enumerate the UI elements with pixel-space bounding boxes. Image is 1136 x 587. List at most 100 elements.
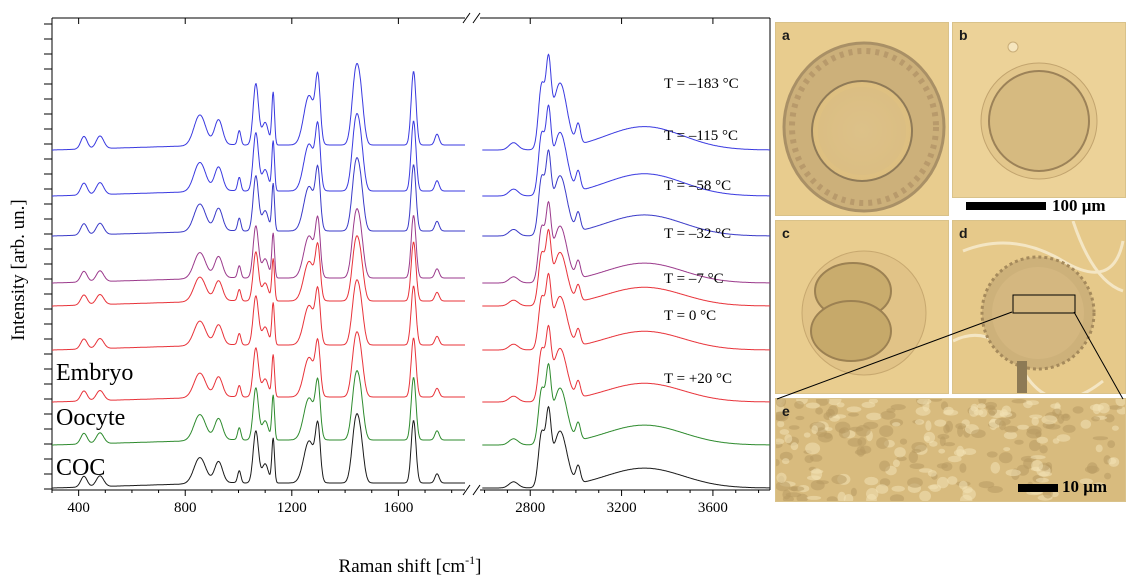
texture-grain xyxy=(796,493,809,501)
texture-grain xyxy=(866,412,882,421)
texture-grain xyxy=(889,494,905,501)
texture-grain xyxy=(863,421,879,430)
panel-label-b: b xyxy=(959,27,968,43)
texture-grain xyxy=(809,454,823,462)
axes: 400 800 1200 1600 2800 3200 3600 xyxy=(44,12,771,516)
series-line-6-left xyxy=(52,157,465,237)
texture-grain xyxy=(1031,416,1039,426)
texture-grain xyxy=(879,460,891,472)
texture-grain xyxy=(847,412,859,417)
series-line-5-left xyxy=(52,208,465,284)
scale-bar-100um xyxy=(966,202,1046,210)
series-line-1-left xyxy=(52,370,465,446)
texture-grain xyxy=(850,487,857,497)
texture-grain xyxy=(1104,414,1115,423)
texture-grain xyxy=(782,458,790,465)
panel-label-a: a xyxy=(782,27,790,43)
series-line-8-right xyxy=(482,53,770,151)
texture-grain xyxy=(892,459,900,468)
texture-grain xyxy=(1072,406,1084,414)
texture-grain xyxy=(990,462,1001,474)
texture-grain xyxy=(998,452,1013,464)
series-line-3-right xyxy=(482,272,770,351)
texture-grain xyxy=(795,415,805,421)
temperature-label: T = –183 °C xyxy=(664,76,739,92)
series-line-5-right xyxy=(482,200,770,284)
texture-grain xyxy=(1014,439,1024,445)
series-label-coc: COC xyxy=(56,455,105,481)
texture-grain xyxy=(782,495,794,501)
micrograph-c-image xyxy=(776,221,948,393)
texture-grain xyxy=(784,434,793,444)
labels-layer: COC Oocyte Embryo T = 0 °C T = –7 °C T = –32 … xyxy=(56,76,739,481)
texture-grain xyxy=(908,451,918,464)
texture-grain xyxy=(1092,436,1109,441)
x-tick-label: 3600 xyxy=(698,500,728,516)
texture-grain xyxy=(866,493,877,501)
texture-grain xyxy=(894,447,906,458)
texture-grain xyxy=(891,485,905,492)
series-line-8-left xyxy=(52,62,465,151)
texture-grain xyxy=(925,420,932,431)
texture-grain xyxy=(794,400,804,409)
texture-grain xyxy=(864,476,879,486)
texture-grain xyxy=(1004,425,1019,433)
temperature-label: T = –58 °C xyxy=(664,178,731,194)
series-line-0-left xyxy=(52,413,465,489)
texture-grain xyxy=(788,486,805,492)
texture-grain xyxy=(886,408,896,413)
micrograph-b-image xyxy=(953,23,1125,197)
texture-grain xyxy=(846,406,862,413)
series-label-embryo: Embryo xyxy=(56,360,133,386)
micrograph-c: c xyxy=(775,220,949,394)
texture-grain xyxy=(805,442,821,455)
texture-grain xyxy=(962,448,977,455)
axis-break-mark xyxy=(472,484,481,496)
texture-grain xyxy=(1029,414,1043,419)
texture-grain xyxy=(776,411,787,421)
texture-grain xyxy=(973,409,984,416)
series-line-4-left xyxy=(52,235,465,307)
texture-grain xyxy=(890,404,906,411)
micrograph-d-image xyxy=(953,221,1125,393)
texture-grain xyxy=(776,459,780,467)
texture-grain xyxy=(1115,399,1125,407)
texture-grain xyxy=(879,425,894,437)
texture-grain xyxy=(843,494,854,501)
texture-grain xyxy=(1079,478,1093,485)
texture-grain xyxy=(1011,399,1027,404)
scale-bar-100um-label: 100 μm xyxy=(1052,196,1106,215)
texture-grain xyxy=(875,484,889,494)
texture-grain xyxy=(776,438,785,445)
texture-grain xyxy=(1026,400,1039,406)
texture-grain xyxy=(1045,424,1061,430)
texture-grain xyxy=(1057,413,1065,424)
scale-bar-10um-label: 10 μm xyxy=(1062,477,1108,496)
texture-grain xyxy=(986,451,998,458)
texture-grain xyxy=(962,488,976,501)
x-axis-label: Raman shift [cm-1] xyxy=(339,553,482,577)
series-line-0-right xyxy=(482,405,770,489)
scale-bar-10um xyxy=(1018,484,1058,492)
micrograph-a: a xyxy=(775,22,949,216)
texture-grain xyxy=(924,435,930,442)
texture-grain xyxy=(956,445,965,458)
texture-grain xyxy=(1031,460,1043,472)
texture-grain xyxy=(1035,431,1042,438)
texture-grain xyxy=(880,410,896,420)
texture-grain xyxy=(836,402,845,408)
temperature-label: T = –7 °C xyxy=(664,271,724,287)
texture-grain xyxy=(947,455,962,463)
texture-grain xyxy=(909,463,925,469)
texture-grain xyxy=(776,399,787,408)
texture-grain xyxy=(779,429,790,435)
texture-grain xyxy=(1108,457,1120,467)
texture-grain xyxy=(824,427,833,432)
texture-grain xyxy=(790,442,799,451)
x-tick-label: 800 xyxy=(174,500,197,516)
texture-grain xyxy=(831,474,847,485)
texture-grain xyxy=(777,420,785,428)
series-label-oocyte: Oocyte xyxy=(56,405,125,431)
texture-grain xyxy=(807,475,821,481)
micrograph-d: d xyxy=(952,220,1126,394)
